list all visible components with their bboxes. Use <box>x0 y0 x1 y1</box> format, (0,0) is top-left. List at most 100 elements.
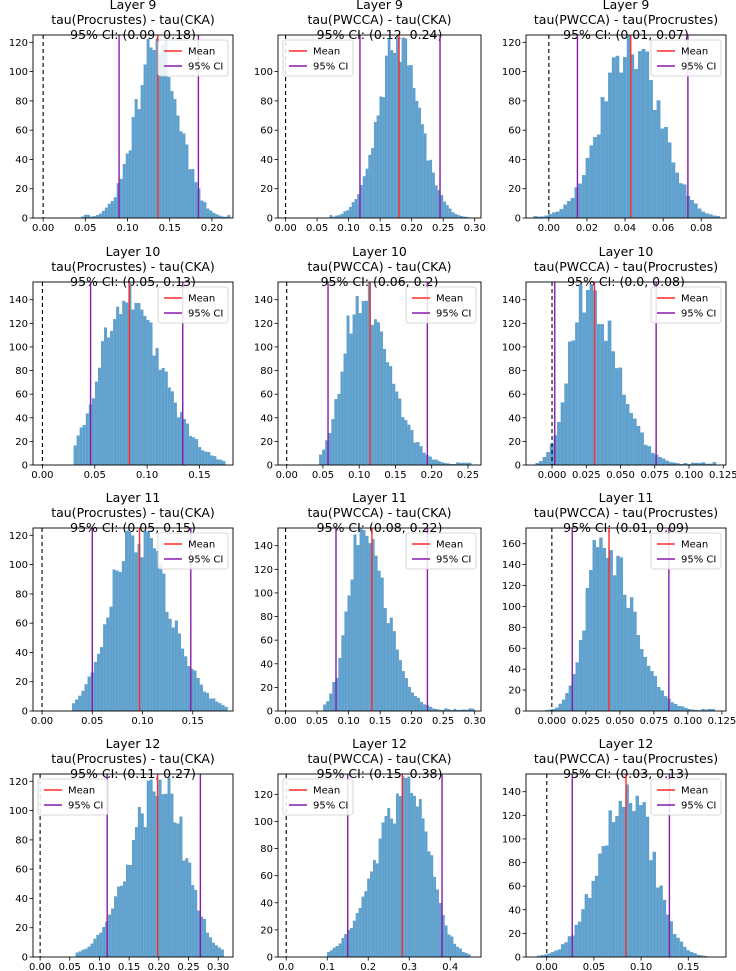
y-tick-label: 0 <box>515 953 521 964</box>
x-tick-label: 0.05 <box>81 716 103 727</box>
histogram-bar <box>110 330 114 466</box>
histogram-bar <box>368 154 372 219</box>
histogram-bar <box>343 353 347 466</box>
histogram-bar <box>636 425 641 466</box>
legend: Mean 95% CI <box>157 532 229 570</box>
histogram-bar <box>398 796 402 958</box>
histogram-bar <box>464 953 468 958</box>
y-tick-label: 120 <box>502 811 521 822</box>
x-tick-label: 0.25 <box>432 716 454 727</box>
y-tick-label: 140 <box>502 787 521 798</box>
histogram-bar <box>222 461 226 466</box>
histogram-bar <box>340 371 344 466</box>
y-tick-label: 20 <box>15 184 28 195</box>
histogram-bar <box>575 322 579 466</box>
histogram-bar <box>103 624 107 712</box>
histogram-bar <box>224 706 228 712</box>
histogram-bar <box>93 938 97 958</box>
x-tick-label: 0.0 <box>278 962 294 971</box>
histogram-bar <box>414 696 417 712</box>
histogram-bar <box>114 896 118 958</box>
legend: Mean 95% CI <box>282 778 354 816</box>
legend: Mean 95% CI <box>405 286 477 324</box>
x-tick-label: 0.15 <box>188 470 210 481</box>
histogram-bar <box>625 404 630 466</box>
panel-title-line: tau(Procrustes) - tau(CKA) <box>51 505 215 520</box>
histogram-bar <box>451 212 455 219</box>
panel-title-line: tau(PWCCA) - tau(CKA) <box>307 12 451 27</box>
y-tick-label: 60 <box>15 619 28 630</box>
panel-title-line: 95% CI: (0.11, 0.27) <box>70 766 196 781</box>
x-tick-label: 0.025 <box>572 470 601 481</box>
histogram-bar <box>662 458 666 466</box>
histogram-bar <box>98 213 102 219</box>
x-tick-label: 0.06 <box>652 223 674 234</box>
histogram-bar <box>571 340 576 466</box>
histogram-bar <box>137 303 141 466</box>
histogram-bar <box>188 169 192 219</box>
legend-box <box>282 778 354 816</box>
histogram-bar <box>104 207 108 219</box>
panel-title-line: Layer 9 <box>603 0 650 12</box>
x-tick-label: 0.000 <box>538 470 567 481</box>
histogram-bar <box>131 117 135 219</box>
legend-entry-label: Mean <box>681 294 708 305</box>
axes-frame <box>32 773 234 958</box>
histogram-bar <box>378 838 382 958</box>
histogram-bar <box>421 124 424 219</box>
histogram-bar <box>329 693 333 712</box>
histogram-bar <box>701 211 706 219</box>
panel-title-line: Layer 10 <box>352 244 407 259</box>
histogram-bar <box>629 413 633 466</box>
histogram-bar <box>395 649 399 712</box>
histogram-bar <box>371 148 374 219</box>
histogram-bar <box>385 55 388 219</box>
legend-entry-label: 95% CI <box>436 555 471 566</box>
legend-entry-label: 95% CI <box>313 801 348 812</box>
histogram-bar <box>401 671 405 712</box>
histogram-bar <box>99 932 103 958</box>
histogram-bar <box>209 698 213 712</box>
histogram-bar <box>143 315 147 466</box>
histogram-bar <box>87 676 91 712</box>
histogram-bar <box>424 831 428 958</box>
histogram-bar <box>358 313 362 466</box>
legend-entry-label: 95% CI <box>188 555 223 566</box>
histogram-bar <box>212 942 215 958</box>
histogram-bar <box>589 284 594 466</box>
legend: Mean 95% CI <box>650 532 722 570</box>
histogram-bar <box>195 439 199 466</box>
histogram-bar <box>115 570 119 712</box>
histogram-bar <box>671 162 676 219</box>
histogram-bar <box>667 142 672 219</box>
histogram-bar <box>134 99 138 219</box>
histogram-bar <box>84 948 88 958</box>
histogram-bar <box>359 528 363 712</box>
histogram-bar <box>429 706 433 712</box>
x-tick-label: 0.2 <box>360 962 376 971</box>
histogram-bar <box>104 327 107 466</box>
legend: Mean 95% CI <box>37 778 109 816</box>
histogram-bar <box>191 885 195 958</box>
x-tick-label: 0.000 <box>538 716 567 727</box>
axes-frame <box>32 281 234 466</box>
y-tick-label: 60 <box>508 390 521 401</box>
y-tick-label: 140 <box>9 295 28 306</box>
histogram-bar <box>427 851 431 958</box>
y-tick-label: 100 <box>9 806 28 817</box>
histogram-bar <box>599 537 603 712</box>
histogram-bar <box>404 678 408 712</box>
y-tick-label: 40 <box>508 905 521 916</box>
y-tick-label: 40 <box>15 413 28 424</box>
histogram-bar <box>680 706 685 712</box>
histogram-bar <box>426 160 430 219</box>
histogram-bar <box>657 686 661 712</box>
histogram-bar <box>382 97 385 219</box>
histogram-bar <box>76 435 80 466</box>
y-tick-label: 0 <box>515 214 521 225</box>
histogram-bar <box>149 322 153 466</box>
histogram-bar <box>140 557 144 712</box>
histogram-bar <box>380 331 384 466</box>
